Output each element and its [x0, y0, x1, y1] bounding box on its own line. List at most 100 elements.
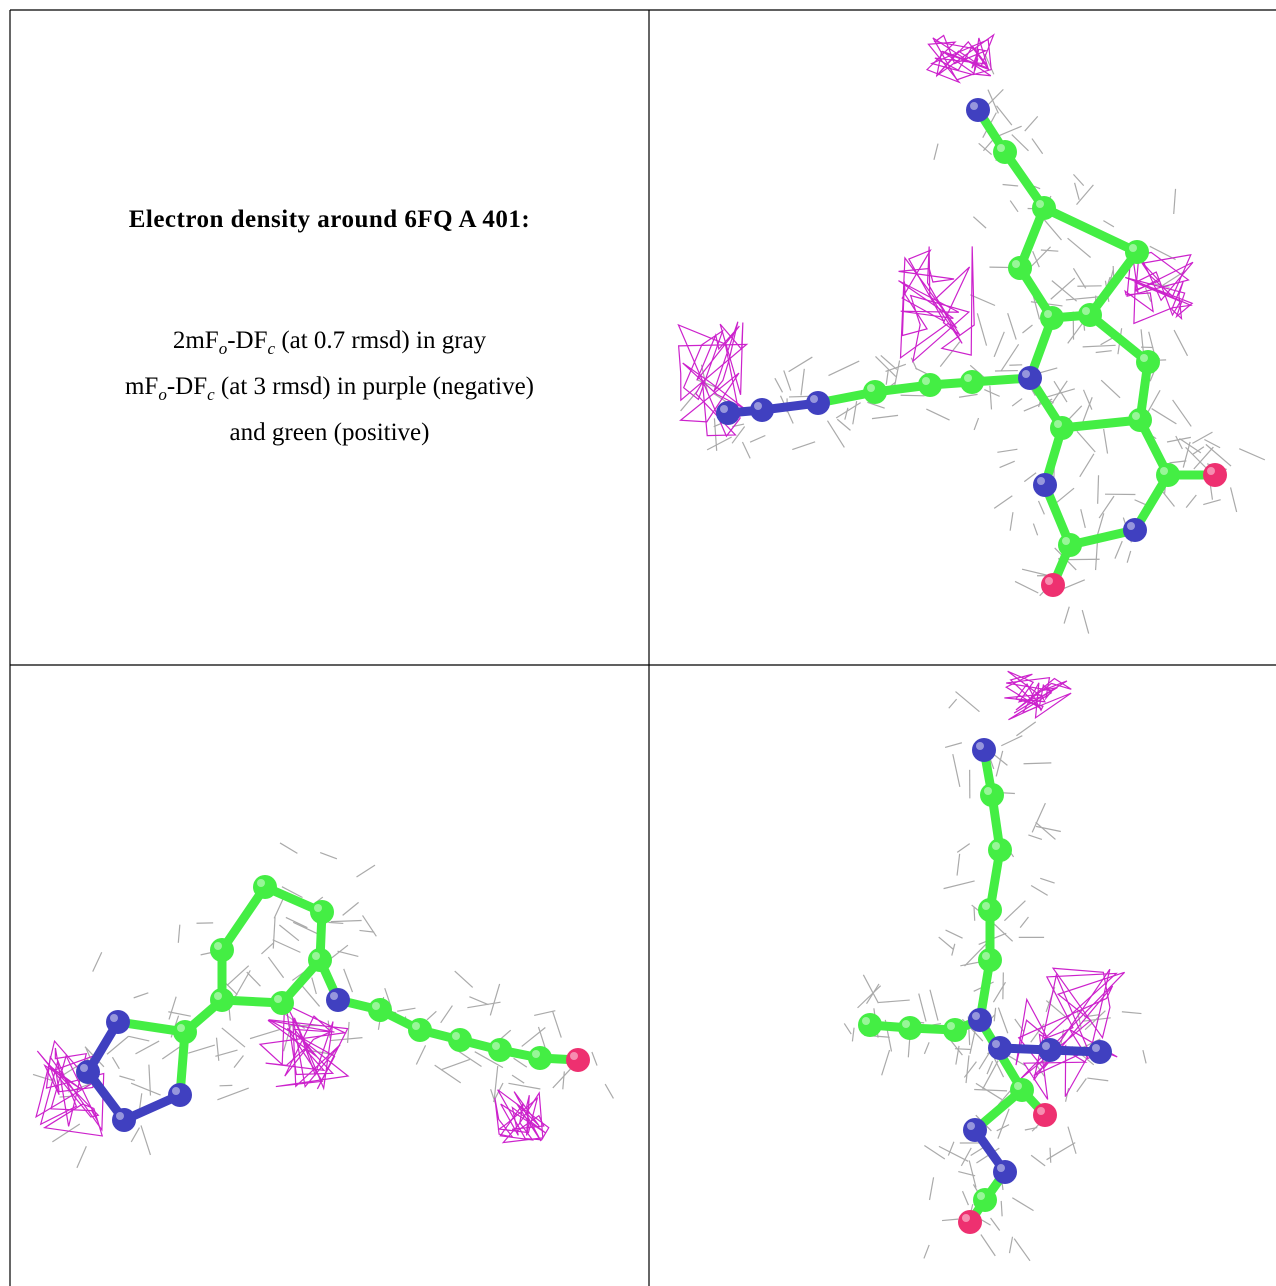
density-mesh: [1182, 441, 1191, 468]
atom-highlight: [214, 942, 222, 950]
atom-highlight: [867, 384, 875, 392]
atom-highlight: [570, 1052, 578, 1060]
difference-mesh: [267, 1019, 335, 1058]
atom: [993, 1160, 1017, 1184]
density-mesh: [973, 907, 976, 921]
density-mesh: [926, 408, 950, 421]
density-mesh: [1032, 251, 1040, 268]
atom: [1041, 573, 1065, 597]
density-mesh: [1011, 398, 1023, 407]
difference-mesh: [1004, 673, 1042, 710]
density-mesh: [938, 936, 955, 951]
density-mesh: [963, 1061, 977, 1078]
density-mesh: [426, 1010, 437, 1021]
difference-mesh: [719, 322, 744, 395]
density-mesh: [92, 952, 103, 972]
density-mesh: [279, 924, 300, 942]
atom-highlight: [982, 902, 990, 910]
density-mesh: [234, 970, 251, 998]
density-mesh: [1179, 438, 1202, 454]
difference-mesh: [500, 1103, 546, 1136]
density-mesh: [960, 1147, 972, 1167]
legend-line: 2mFo-DFc (at 0.7 rmsd) in gray: [10, 322, 649, 368]
difference-mesh: [35, 1039, 93, 1119]
atom: [863, 380, 887, 404]
density-mesh: [993, 331, 1005, 358]
difference-mesh: [935, 33, 995, 77]
atom-highlight: [1062, 537, 1070, 545]
density-mesh: [774, 377, 784, 393]
difference-mesh: [45, 1055, 105, 1132]
density-mesh: [928, 1177, 935, 1201]
bond: [1057, 415, 1145, 433]
density-mesh: [1008, 1236, 1014, 1254]
density-mesh: [923, 1042, 930, 1055]
atom-highlight: [1045, 577, 1053, 585]
atom-highlight: [1042, 1042, 1050, 1050]
atom-highlight: [1022, 370, 1030, 378]
atom: [1040, 306, 1064, 330]
atom-highlight: [967, 1122, 975, 1130]
density-mesh: [706, 436, 732, 451]
atom: [1078, 303, 1102, 327]
density-mesh: [1185, 446, 1210, 472]
density-mesh: [434, 1064, 462, 1084]
atom-highlight: [1129, 244, 1137, 252]
density-mesh: [731, 426, 746, 444]
density-mesh: [1067, 1126, 1077, 1154]
atom: [1033, 1103, 1057, 1127]
density-mesh: [356, 864, 376, 878]
density-mesh: [939, 341, 961, 367]
legend-text: and green (positive): [229, 419, 430, 446]
atom-highlight: [80, 1064, 88, 1072]
density-mesh: [246, 971, 261, 987]
density-mesh: [1065, 296, 1100, 301]
density-mesh: [1229, 487, 1238, 513]
density-mesh: [330, 919, 362, 923]
density-mesh: [862, 974, 879, 1004]
density-mesh: [970, 294, 996, 307]
atom: [253, 875, 277, 899]
density-mesh: [1019, 916, 1029, 928]
atom-highlight: [330, 992, 338, 1000]
density-mesh: [272, 917, 276, 949]
atom-highlight: [214, 992, 222, 1000]
atom: [978, 948, 1002, 972]
density-mesh: [980, 1234, 996, 1257]
density-mesh: [1238, 448, 1266, 461]
density-mesh: [292, 921, 319, 935]
atom: [1033, 473, 1057, 497]
atom-highlight: [1092, 1044, 1100, 1052]
atom: [326, 988, 350, 1012]
density-mesh: [1023, 762, 1052, 765]
density-mesh: [1100, 379, 1121, 399]
density-mesh: [1023, 472, 1037, 483]
density-mesh: [148, 1064, 152, 1096]
density-mesh: [1054, 487, 1075, 505]
atom: [966, 98, 990, 122]
density-mesh: [997, 1090, 1011, 1106]
density-mesh: [938, 1145, 969, 1162]
atom: [1123, 518, 1147, 542]
density-mesh: [1001, 735, 1023, 747]
atom: [750, 398, 774, 422]
difference-mesh: [1133, 271, 1182, 317]
density-mesh: [1173, 329, 1189, 357]
difference-mesh: [925, 41, 962, 84]
density-mesh: [337, 950, 359, 958]
atom: [488, 1038, 512, 1062]
density-mesh: [1154, 283, 1170, 288]
density-mesh: [359, 929, 375, 933]
density-mesh: [1076, 430, 1096, 453]
density-mesh: [1103, 428, 1109, 454]
density-mesh: [440, 1058, 471, 1071]
atom-highlight: [172, 1087, 180, 1095]
density-mesh: [1007, 312, 1017, 340]
density-mesh: [226, 965, 250, 986]
density-mesh: [843, 1023, 852, 1035]
density-mesh: [1002, 183, 1019, 187]
density-mesh: [1173, 188, 1177, 215]
atom-highlight: [976, 742, 984, 750]
legend-text: -DF: [227, 327, 268, 354]
